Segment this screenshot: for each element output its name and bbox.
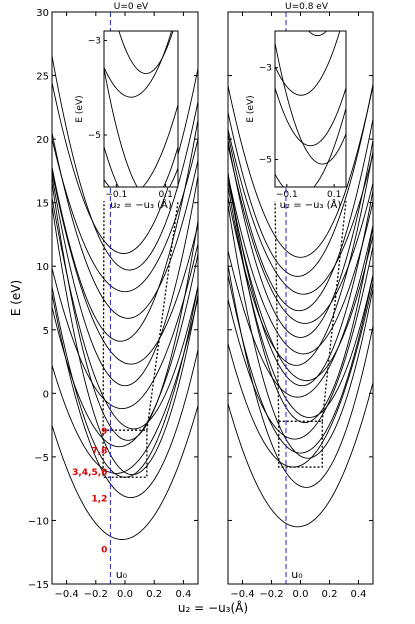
band-curve	[52, 132, 198, 319]
x-tick-label: 0.0	[293, 589, 309, 600]
band-curve	[52, 119, 198, 342]
inset-x-tick-label: 0.1	[159, 190, 173, 200]
inset-band-curve	[104, 146, 178, 187]
y-tick-label: 25	[36, 72, 49, 83]
zoom-box	[102, 429, 148, 478]
x-tick-label: −0.4	[54, 589, 78, 600]
inset-band-curve	[275, 31, 341, 96]
zoom-connector	[146, 200, 179, 431]
y-tick-label: −10	[28, 516, 49, 527]
inset-background	[104, 31, 178, 187]
inset: −0.1 0.1 −5 −3 E (eV) u₂ = −u₃ (Å)	[246, 30, 347, 211]
y-tick-label: 20	[36, 135, 49, 146]
inset: −0.1 0.1 −5 −3 E (eV) u₂ = −u₃ (Å)	[75, 30, 179, 211]
y-tick-label: 0	[43, 389, 49, 400]
inset-y-label: E (eV)	[246, 95, 256, 122]
band-curve	[228, 83, 373, 277]
inset-curves	[275, 31, 346, 187]
band-curve	[52, 297, 198, 474]
inset-band-curve	[104, 31, 173, 98]
left-panel: u₀ 0 1,2 3,4,5,6 7,8 9 −0.4 −0.2 0.0 0.2 0.4 −15 −10…	[28, 2, 199, 600]
inset-curves	[104, 31, 178, 187]
x-tick-label: −0.2	[259, 589, 283, 600]
band-curve	[228, 129, 373, 295]
inset-band-curve	[104, 104, 178, 187]
zoom-connector	[321, 200, 347, 422]
x-tick-label: 0.0	[117, 589, 133, 600]
x-tick-label: 0.4	[351, 589, 367, 600]
band-curve	[228, 174, 373, 387]
inset-band-curve	[308, 31, 328, 37]
y-tick-label: −15	[28, 580, 49, 591]
band-curve	[52, 205, 198, 476]
band-curve	[52, 175, 198, 387]
u0-label: u₀	[116, 568, 128, 581]
inset-band-curve	[275, 42, 346, 165]
zoom-connector	[274, 200, 280, 422]
y-tick-label: −5	[34, 453, 49, 464]
band-curve	[228, 246, 373, 440]
inset-x-tick-label: −0.1	[276, 190, 298, 200]
panel-title: U=0.8 eV	[285, 2, 329, 12]
band-curve	[228, 180, 373, 382]
y-tick-label: 30	[36, 8, 49, 19]
inset-y-tick-label: −5	[259, 155, 272, 165]
state-label: 0	[101, 545, 107, 555]
y-tick-label: 10	[36, 262, 49, 273]
inset-x-tick-label: −0.1	[105, 190, 127, 200]
x-tick-label: 0.2	[146, 589, 162, 600]
inset-band-curve	[104, 68, 178, 187]
band-curve	[52, 405, 198, 540]
right-panel: u₀ −0.4 −0.2 0.0 0.2 0.4 U=0.8 eV −0.1 0.1 −5 −3 E …	[227, 2, 374, 600]
state-label: 1,2	[91, 495, 107, 505]
u0-label: u₀	[291, 568, 303, 581]
zoom-box	[278, 420, 323, 468]
y-tick-label: 5	[43, 326, 49, 337]
band-curve	[228, 175, 373, 355]
state-label: 3,4,5,6	[72, 468, 107, 478]
inset-frame	[103, 30, 179, 188]
band-curves	[228, 83, 373, 528]
band-curve	[228, 118, 373, 312]
x-axis-label: u₂ = −u₃(Å)	[178, 600, 248, 615]
inset-y-tick-label: −3	[259, 64, 272, 74]
inset-band-curve	[118, 31, 174, 75]
state-label: 7,8	[91, 446, 107, 456]
band-curve	[228, 282, 373, 468]
panel-title: U=0 eV	[114, 2, 149, 12]
band-curve	[228, 144, 373, 324]
band-curve	[52, 171, 198, 365]
state-label: 9	[101, 427, 107, 437]
band-curve	[52, 253, 198, 448]
inset-band-curve	[275, 107, 346, 187]
band-curve	[228, 140, 373, 338]
band-curve	[228, 186, 373, 418]
band-curve	[52, 197, 198, 430]
band-curve	[52, 139, 198, 293]
inset-band-curve	[275, 87, 346, 147]
band-curve	[52, 293, 198, 499]
y-tick-label: 15	[36, 199, 49, 210]
band-curve	[228, 382, 373, 528]
band-curve	[52, 182, 198, 441]
inset-x-label: u₂ = −u₃ (Å)	[280, 198, 342, 211]
x-tick-label: −0.2	[84, 589, 108, 600]
inset-x-tick-label: 0.1	[327, 190, 341, 200]
x-tick-label: 0.2	[322, 589, 338, 600]
inset-y-tick-label: −5	[88, 131, 101, 141]
band-curve	[52, 55, 198, 271]
inset-y-label: E (eV)	[75, 95, 85, 122]
band-curve	[52, 243, 198, 410]
x-tick-label: 0.4	[175, 589, 191, 600]
inset-y-tick-label: −3	[88, 36, 101, 46]
y-axis-label: E (eV)	[9, 280, 23, 316]
inset-background	[275, 31, 346, 187]
band-curve	[228, 85, 373, 258]
band-curve	[228, 225, 373, 398]
inset-frame	[274, 30, 347, 188]
inset-x-label: u₂ = −u₃ (Å)	[110, 198, 172, 211]
x-tick-label: −0.4	[230, 589, 254, 600]
band-curve	[228, 275, 373, 454]
